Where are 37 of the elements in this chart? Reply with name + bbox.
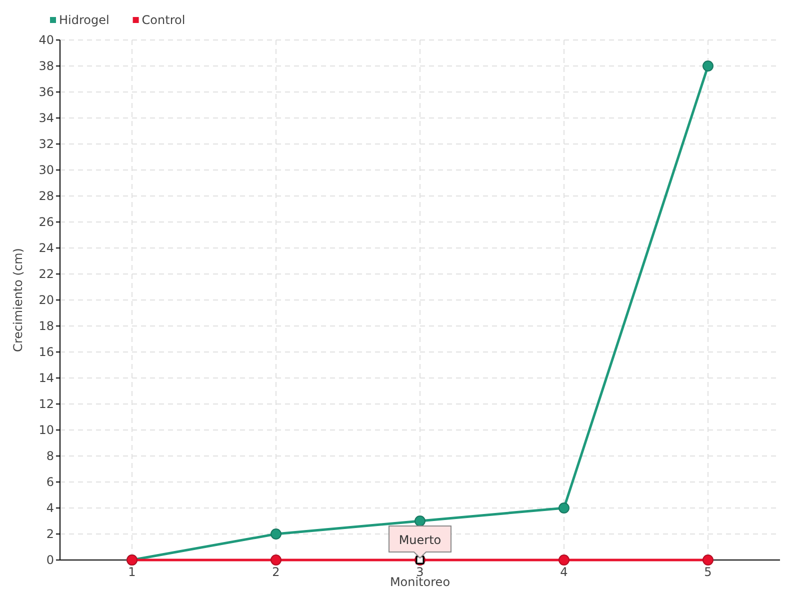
y-tick-label: 36 [38, 85, 54, 100]
y-tick-label: 38 [38, 59, 54, 74]
legend-label: Control [142, 13, 186, 28]
y-tick-label: 12 [38, 397, 54, 412]
y-tick-label: 40 [38, 33, 54, 48]
x-axis-title: Monitoreo [390, 575, 450, 589]
y-tick-label: 30 [38, 163, 54, 178]
y-tick-label: 20 [38, 293, 54, 308]
y-tick-label: 32 [38, 137, 54, 152]
y-tick-label: 6 [46, 475, 54, 490]
x-tick-label: 5 [704, 565, 712, 579]
legend-label: Hidrogel [59, 13, 110, 28]
y-axis-title: Crecimiento (cm) [11, 248, 25, 352]
annotation: Muerto [398, 533, 442, 547]
y-tick-label: 34 [38, 111, 54, 126]
y-tick-label: 0 [46, 553, 54, 568]
x-tick-label: 4 [560, 565, 568, 579]
point [702, 554, 714, 566]
y-tick-label: 16 [38, 345, 54, 360]
x-tick-label: 1 [128, 565, 136, 579]
y-tick-label: 28 [38, 189, 54, 204]
y-tick-label: 14 [38, 371, 54, 386]
point [558, 554, 570, 566]
y-tick-label: 2 [46, 527, 54, 542]
y-tick-label: 22 [38, 267, 54, 282]
point [702, 60, 714, 72]
x-tick-label: 2 [272, 565, 280, 579]
y-tick-label: 24 [38, 241, 54, 256]
y-tick-label: 10 [38, 423, 54, 438]
point [270, 528, 282, 540]
point [558, 502, 570, 514]
y-tick-label: 8 [46, 449, 54, 464]
point [414, 516, 426, 526]
point [270, 554, 282, 566]
y-tick-label: 26 [38, 215, 54, 230]
y-tick-label: 4 [46, 501, 54, 516]
y-tick-label: 18 [38, 319, 54, 334]
